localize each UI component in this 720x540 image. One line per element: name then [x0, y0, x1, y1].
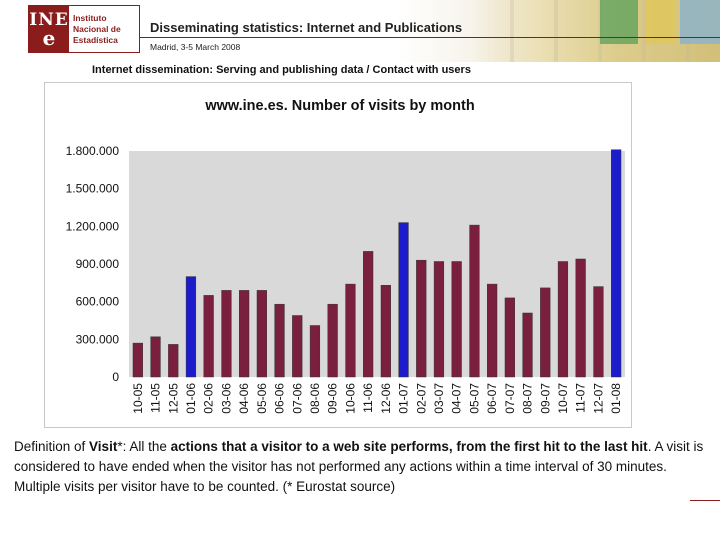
bar-05-06 — [256, 290, 267, 378]
bar-01-07 — [398, 222, 409, 378]
bar-01-06 — [185, 276, 197, 378]
x-tick-label: 11-07 — [574, 383, 588, 413]
bar-11-07 — [575, 258, 586, 378]
section-title: Internet dissemination: Serving and publ… — [92, 64, 471, 76]
definition-emphasis: actions that a visitor to a web site per… — [170, 439, 648, 454]
x-tick-label: 11-06 — [361, 383, 375, 413]
x-axis: 10-05 11-05 12-05 01-06 02-06 03-06 04-06 05-06… — [131, 383, 623, 414]
bar-03-06 — [221, 290, 232, 378]
definition-text: *: All the — [117, 439, 171, 454]
x-tick-label: 01-06 — [184, 383, 198, 414]
bar-11-05 — [150, 336, 161, 378]
x-tick-label: 12-06 — [379, 383, 393, 414]
x-tick-label: 09-07 — [538, 383, 552, 414]
bar-04-06 — [239, 290, 250, 378]
y-axis: 0 300.000 600.000 900.000 1.200.000 1.500.000… — [66, 144, 120, 384]
bar-10-06 — [345, 283, 356, 378]
x-tick-label: 02-06 — [202, 383, 216, 414]
x-tick-label: 07-06 — [290, 383, 304, 414]
x-tick-label: 12-07 — [591, 383, 605, 414]
bar-08-07 — [522, 312, 533, 378]
y-tick-label: 1.500.000 — [66, 182, 120, 196]
bar-06-06 — [274, 303, 285, 378]
y-tick-label: 1.200.000 — [66, 219, 120, 233]
bar-12-07 — [593, 286, 604, 378]
x-tick-label: 04-06 — [237, 383, 251, 414]
corner-divider — [690, 500, 720, 501]
header-decoration-block — [645, 0, 675, 44]
presentation-subtitle: Madrid, 3-5 March 2008 — [150, 42, 241, 52]
y-tick-label: 0 — [112, 370, 119, 384]
ine-logo: INE e Instituto Nacional de Estadística — [28, 5, 140, 53]
logo-line: Estadística — [73, 34, 118, 45]
plot-area — [129, 151, 625, 377]
x-tick-label: 04-07 — [450, 383, 464, 414]
bar-12-05 — [168, 344, 179, 378]
x-tick-label: 10-07 — [556, 383, 570, 414]
x-tick-label: 10-05 — [131, 383, 145, 414]
header-divider — [140, 37, 720, 38]
x-tick-label: 07-07 — [503, 383, 517, 414]
header-decoration-block — [680, 0, 720, 44]
bar-09-06 — [327, 303, 338, 378]
logo-mark-bottom: e — [42, 26, 56, 50]
x-tick-label: 12-05 — [166, 383, 180, 414]
visit-definition: Definition of Visit*: All the actions th… — [14, 437, 714, 497]
bar-05-07 — [469, 224, 480, 378]
bar-12-06 — [380, 285, 391, 378]
bar-10-05 — [132, 342, 143, 378]
header-banner: INE e Instituto Nacional de Estadística … — [0, 0, 720, 62]
x-tick-label: 10-06 — [343, 383, 357, 414]
bar-02-06 — [203, 295, 214, 378]
ine-logo-mark: INE e — [29, 6, 69, 52]
definition-text: . A visit is considered to have ended wh… — [14, 439, 704, 494]
y-tick-label: 300.000 — [76, 332, 120, 346]
bar-11-06 — [363, 251, 374, 378]
bar-10-07 — [557, 261, 569, 378]
bar-03-07 — [433, 261, 445, 378]
x-tick-label: 06-07 — [485, 383, 499, 414]
x-tick-label: 06-06 — [273, 383, 287, 414]
x-tick-label: 01-07 — [397, 383, 411, 414]
y-tick-label: 900.000 — [76, 257, 120, 271]
y-tick-label: 1.800.000 — [66, 144, 120, 158]
bar-07-06 — [292, 315, 303, 378]
x-tick-label: 08-07 — [521, 383, 535, 414]
bar-06-07 — [487, 283, 498, 378]
x-tick-label: 03-06 — [219, 383, 233, 414]
bar-09-07 — [540, 287, 551, 378]
visits-bar-chart: www.ine.es. Number of visits by month 03… — [66, 98, 625, 414]
x-tick-label: 02-07 — [414, 383, 428, 414]
chart-title: www.ine.es. Number of visits by month — [204, 98, 474, 114]
header-decoration — [470, 0, 720, 62]
logo-words: Instituto Nacional de Estadística — [69, 6, 139, 52]
definition-text: Definition of — [14, 439, 90, 454]
x-tick-label: 09-06 — [326, 383, 340, 414]
logo-line: Instituto — [73, 12, 107, 23]
bar-07-07 — [504, 297, 515, 378]
x-tick-label: 03-07 — [432, 383, 446, 414]
presentation-title: Disseminating statistics: Internet and P… — [150, 20, 463, 35]
bar-04-07 — [451, 261, 462, 378]
x-tick-label: 08-06 — [308, 383, 322, 414]
x-tick-label: 05-07 — [467, 383, 481, 414]
definition-term: Visit — [89, 439, 118, 454]
x-tick-label: 05-06 — [255, 383, 269, 414]
header-decoration-block — [600, 0, 638, 44]
bar-08-06 — [309, 325, 321, 378]
logo-mark-top: INE — [29, 10, 69, 30]
logo-line: Nacional de — [73, 23, 121, 34]
x-tick-label: 01-08 — [609, 383, 623, 414]
bars — [132, 149, 622, 378]
x-tick-label: 11-05 — [149, 383, 163, 413]
y-tick-label: 600.000 — [76, 295, 120, 309]
bar-01-08 — [611, 149, 622, 378]
bar-02-07 — [416, 259, 427, 378]
